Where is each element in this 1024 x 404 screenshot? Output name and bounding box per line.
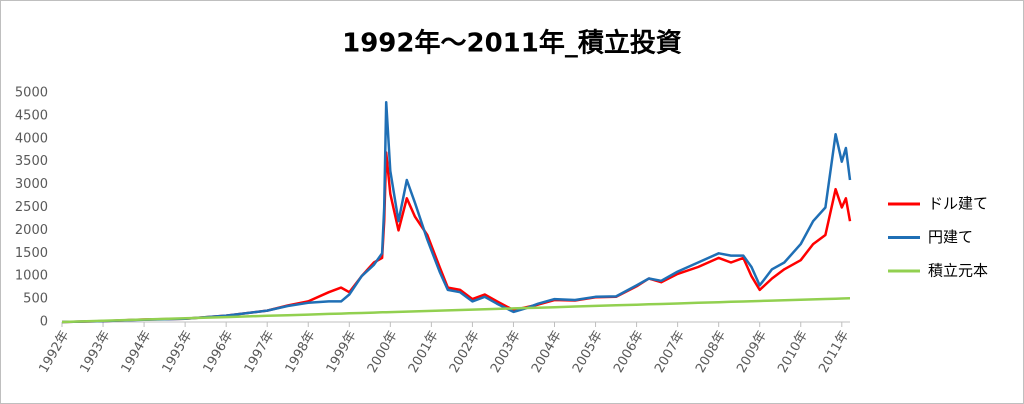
series-line: [61, 297, 851, 324]
y-tick-label: 1500: [15, 246, 48, 261]
series-line: [61, 151, 852, 324]
y-tick-label: 3500: [15, 154, 48, 169]
y-tick-label: 2500: [15, 200, 48, 215]
chart-title: 1992年～2011年_積立投資: [342, 28, 682, 59]
y-tick-label: 5000: [15, 86, 48, 101]
y-tick-label: 4500: [15, 108, 48, 123]
series-line: [61, 100, 852, 324]
legend-label: 積立元本: [928, 262, 988, 280]
y-tick-label: 0: [40, 315, 48, 330]
y-tick-label: 3000: [15, 177, 48, 192]
y-tick-label: 4000: [15, 131, 48, 146]
y-tick-label: 2000: [15, 223, 48, 238]
legend-label: 円建て: [928, 228, 973, 246]
y-tick-label: 1000: [15, 269, 48, 284]
y-tick-label: 500: [23, 292, 48, 307]
legend-label: ドル建て: [928, 195, 988, 213]
